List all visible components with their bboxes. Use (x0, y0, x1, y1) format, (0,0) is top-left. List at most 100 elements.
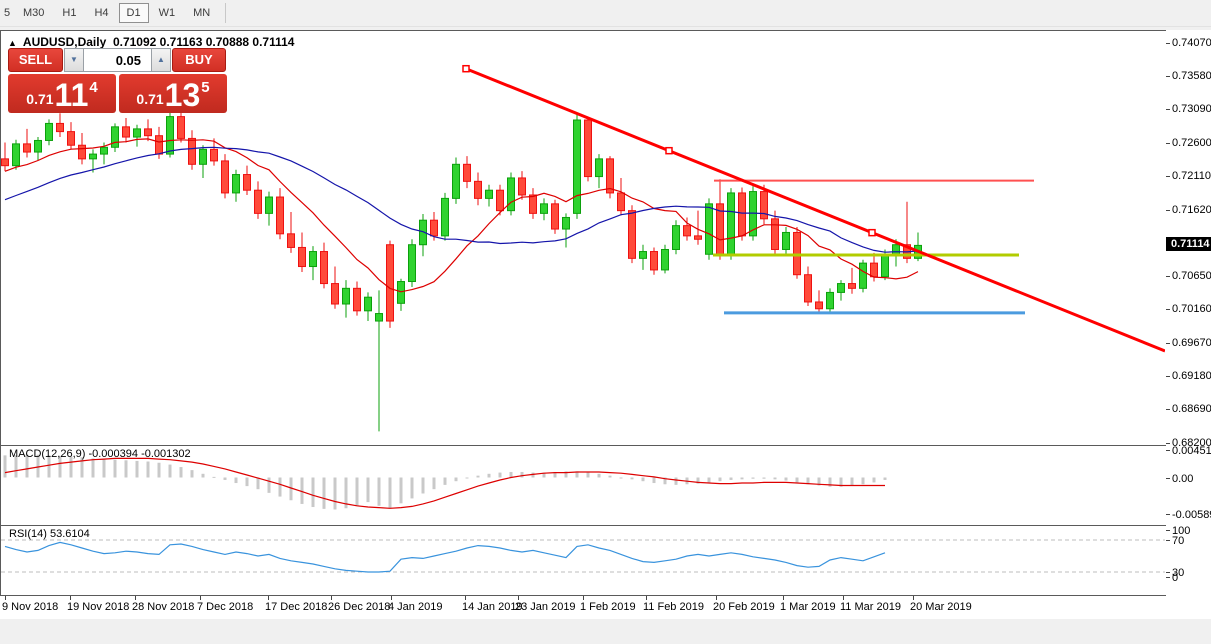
price-axis-label: 0.68690 (1172, 403, 1211, 416)
price-axis-tick (1166, 442, 1170, 444)
macd-axis-tick (1166, 477, 1170, 479)
sell-price-base: 0.71 (26, 91, 54, 107)
trade-panel-toggle-icon[interactable]: ▲ (8, 38, 17, 48)
time-scale-axis[interactable]: 9 Nov 2018 19 Nov 2018 28 Nov 2018 7 Dec 20… (0, 596, 1211, 619)
time-axis-tick (5, 596, 6, 600)
price-axis-tick (1166, 309, 1170, 311)
time-axis-label: 19 Nov 2018 (67, 601, 130, 613)
time-axis-label: 17 Dec 2018 (265, 601, 328, 613)
price-axis-label: 0.69180 (1172, 369, 1211, 382)
one-click-trade-panel: SELL ▼ ▲ BUY 0.71 11 4 0.71 13 5 (8, 48, 227, 113)
volume-decrease-button[interactable]: ▼ (64, 48, 84, 72)
timeframe-button-m30[interactable]: M30 (23, 7, 45, 19)
rsi-axis-label: 0 (1172, 572, 1179, 584)
chart-title: ▲ AUDUSD,Daily 0.71092 0.71163 0.70888 0.… (8, 35, 294, 49)
price-axis-label: 0.72110 (1172, 170, 1211, 183)
sell-price-big: 11 (54, 77, 89, 113)
buy-price-box[interactable]: 0.71 13 5 (119, 74, 227, 113)
sell-button[interactable]: SELL (8, 48, 63, 72)
macd-axis-tick (1166, 449, 1170, 451)
rsi-label: RSI(14) 53.6104 (9, 528, 90, 540)
price-axis-label: 0.68200 (1172, 436, 1211, 449)
time-axis-label: 4 Jan 2019 (388, 601, 443, 613)
time-axis-tick (465, 596, 466, 600)
time-axis-label: 26 Dec 2018 (328, 601, 391, 613)
time-axis-tick (913, 596, 914, 600)
price-axis-label: 0.71620 (1172, 203, 1211, 216)
price-axis-tick (1166, 42, 1170, 44)
buy-price-base: 0.71 (136, 91, 164, 107)
rsi-axis-tick (1166, 540, 1170, 541)
chart-ohlc-values: 0.71092 0.71163 0.70888 0.71114 (112, 35, 295, 49)
rsi-canvas (1, 539, 1165, 573)
time-axis-tick (268, 596, 269, 600)
time-axis-label: 11 Mar 2019 (840, 601, 901, 613)
chart-symbol-label: AUDUSD,Daily (22, 35, 107, 49)
timeframe-toolbar: 5 M30 H1 H4 D1 W1 MN (0, 0, 1211, 27)
time-axis-label: 1 Feb 2019 (580, 601, 636, 613)
time-axis-tick (70, 596, 71, 600)
time-axis-tick (135, 596, 136, 600)
time-axis-tick (716, 596, 717, 600)
price-scale-axis[interactable]: 0.74070 0.73580 0.73090 0.72600 0.72110 0.716… (1166, 30, 1211, 596)
rsi-axis-label: 30 (1172, 567, 1185, 579)
timeframe-button-h4[interactable]: H4 (94, 7, 109, 19)
price-axis-label: 0.69670 (1172, 336, 1211, 349)
rsi-axis-label: 70 (1172, 535, 1185, 547)
price-axis-tick (1166, 342, 1170, 344)
price-axis-tick (1166, 109, 1170, 111)
sell-price-box[interactable]: 0.71 11 4 (8, 74, 116, 113)
rsi-indicator-panel[interactable]: RSI(14) 53.6104 (0, 526, 1166, 596)
timeframe-button-d1[interactable]: D1 (118, 3, 149, 23)
macd-indicator-panel[interactable]: MACD(12,26,9) -0.000394 -0.001302 (0, 446, 1166, 526)
buy-price-pip: 5 (201, 79, 210, 96)
time-axis-tick (391, 596, 392, 600)
price-axis-tick (1166, 176, 1170, 178)
price-axis-label: 0.73090 (1172, 103, 1211, 116)
price-axis-label: 0.73580 (1172, 70, 1211, 83)
price-axis-tick (1166, 142, 1170, 144)
macd-axis-label: 0.00 (1172, 472, 1194, 485)
time-axis-label: 20 Mar 2019 (910, 601, 972, 613)
price-axis-label: 0.70650 (1172, 269, 1211, 282)
price-chart-canvas[interactable] (1, 31, 1166, 445)
buy-button[interactable]: BUY (172, 48, 226, 72)
timeframe-button-mn[interactable]: MN (193, 7, 211, 19)
current-price-tag: 0.71114 (1166, 237, 1211, 252)
buy-price-big: 13 (164, 77, 201, 113)
rsi-axis-label: 100 (1172, 525, 1191, 537)
price-axis-tick (1166, 375, 1170, 377)
volume-increase-button[interactable]: ▲ (151, 48, 171, 72)
timeframe-button-5[interactable]: 5 (4, 7, 11, 19)
price-axis-tick (1166, 275, 1170, 277)
time-axis-label: 7 Dec 2018 (197, 601, 254, 613)
time-axis-tick (200, 596, 201, 600)
time-axis-tick (646, 596, 647, 600)
rsi-axis-tick (1166, 577, 1170, 578)
time-axis-label: 23 Jan 2019 (515, 601, 576, 613)
time-axis-tick (518, 596, 519, 600)
time-axis-label: 1 Mar 2019 (780, 601, 836, 613)
toolbar-separator (225, 3, 227, 23)
price-axis-label: 0.74070 (1172, 36, 1211, 49)
macd-axis-label: 0.004517 (1172, 444, 1211, 457)
time-axis-tick (783, 596, 784, 600)
time-axis-tick (843, 596, 844, 600)
time-axis-label: 20 Feb 2019 (713, 601, 775, 613)
sell-price-pip: 4 (89, 79, 98, 96)
volume-input[interactable] (84, 48, 151, 72)
timeframe-button-w1[interactable]: W1 (158, 7, 176, 19)
price-axis-tick (1166, 76, 1170, 78)
time-axis-tick (331, 596, 332, 600)
macd-axis-label: -0.005899 (1172, 508, 1211, 521)
macd-canvas (3, 454, 887, 510)
macd-label: MACD(12,26,9) -0.000394 -0.001302 (9, 448, 191, 460)
time-axis-label: 9 Nov 2018 (2, 601, 59, 613)
time-axis-label: 28 Nov 2018 (132, 601, 195, 613)
timeframe-button-h1[interactable]: H1 (62, 7, 77, 19)
price-axis-label: 0.72600 (1172, 136, 1211, 149)
rsi-axis-tick (1166, 572, 1170, 573)
price-axis-tick (1166, 209, 1170, 211)
rsi-axis-tick (1166, 530, 1170, 531)
